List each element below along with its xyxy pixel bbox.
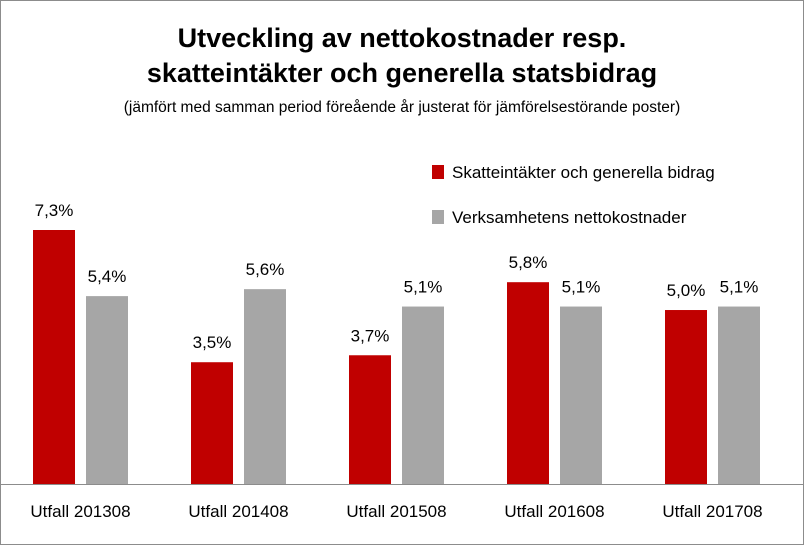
category-label: Utfall 201408	[188, 502, 288, 521]
category-label: Utfall 201708	[662, 502, 762, 521]
value-label: 5,0%	[667, 281, 706, 300]
value-label: 3,5%	[193, 333, 232, 352]
bar-skatteintakter-1	[191, 362, 233, 484]
value-label: 5,1%	[720, 278, 759, 297]
legend: Skatteintäkter och generella bidrag Verks…	[432, 163, 715, 227]
chart-title-line-1: Utveckling av nettokostnader resp.	[177, 23, 627, 53]
bar-nettokostnader-4	[718, 306, 760, 484]
value-label: 7,3%	[35, 201, 74, 220]
legend-swatch-1	[432, 210, 444, 224]
bars-group	[33, 230, 760, 484]
bar-skatteintakter-0	[33, 230, 75, 484]
value-label: 5,6%	[246, 260, 285, 279]
value-label: 5,1%	[562, 278, 601, 297]
category-labels-group: Utfall 201308 Utfall 201408 Utfall 201508 U…	[30, 502, 762, 521]
chart-subtitle: (jämfört med samman period föreående år …	[123, 99, 681, 116]
value-label: 3,7%	[351, 326, 390, 345]
category-label: Utfall 201508	[346, 502, 446, 521]
bar-nettokostnader-2	[402, 306, 444, 484]
legend-swatch-0	[432, 165, 444, 179]
value-label: 5,4%	[88, 267, 127, 286]
bar-skatteintakter-4	[665, 310, 707, 484]
bar-skatteintakter-3	[507, 282, 549, 484]
value-label: 5,8%	[509, 253, 548, 272]
bar-nettokostnader-3	[560, 306, 602, 484]
legend-label-0: Skatteintäkter och generella bidrag	[452, 163, 715, 182]
bar-nettokostnader-1	[244, 289, 286, 484]
chart-title: Utveckling av nettokostnader resp. skatt…	[1, 21, 803, 91]
legend-label-1: Verksamhetens nettokostnader	[452, 208, 687, 227]
category-label: Utfall 201608	[504, 502, 604, 521]
bar-skatteintakter-2	[349, 355, 391, 484]
category-label: Utfall 201308	[30, 502, 130, 521]
bar-nettokostnader-0	[86, 296, 128, 484]
value-labels-group: 7,3% 5,4% 3,5% 5,6% 3,7% 5,1% 5,8% 5,1% 5,0% 5,1%	[35, 201, 759, 352]
chart-title-line-2: skatteintäkter och generella statsbidrag	[146, 58, 658, 88]
value-label: 5,1%	[404, 278, 443, 297]
